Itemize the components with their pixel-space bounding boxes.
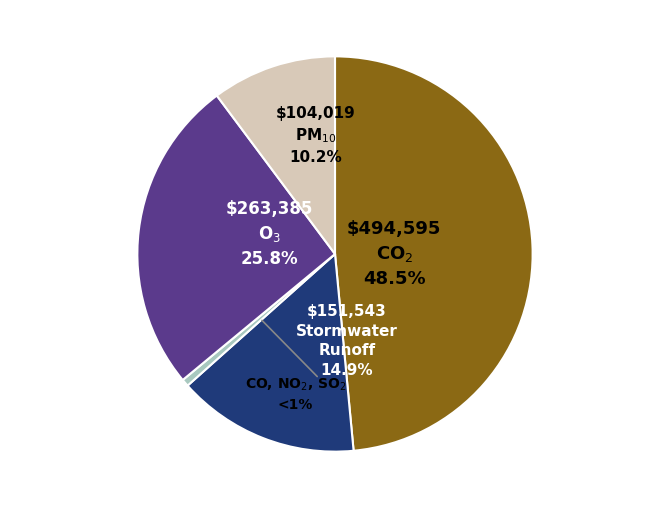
Text: $263,385
O$_3$
25.8%: $263,385 O$_3$ 25.8% — [226, 201, 314, 268]
Wedge shape — [217, 56, 335, 254]
Wedge shape — [183, 254, 335, 386]
Text: $151,543
Stormwater
Runoff
14.9%: $151,543 Stormwater Runoff 14.9% — [296, 304, 398, 378]
Wedge shape — [137, 96, 335, 380]
Text: $494,595
CO$_2$
48.5%: $494,595 CO$_2$ 48.5% — [347, 220, 442, 288]
Text: $104,019
PM$_{10}$
10.2%: $104,019 PM$_{10}$ 10.2% — [275, 106, 355, 165]
Text: CO, NO$_2$, SO$_2$
<1%: CO, NO$_2$, SO$_2$ <1% — [245, 377, 346, 411]
Wedge shape — [335, 56, 533, 451]
Wedge shape — [188, 254, 354, 452]
